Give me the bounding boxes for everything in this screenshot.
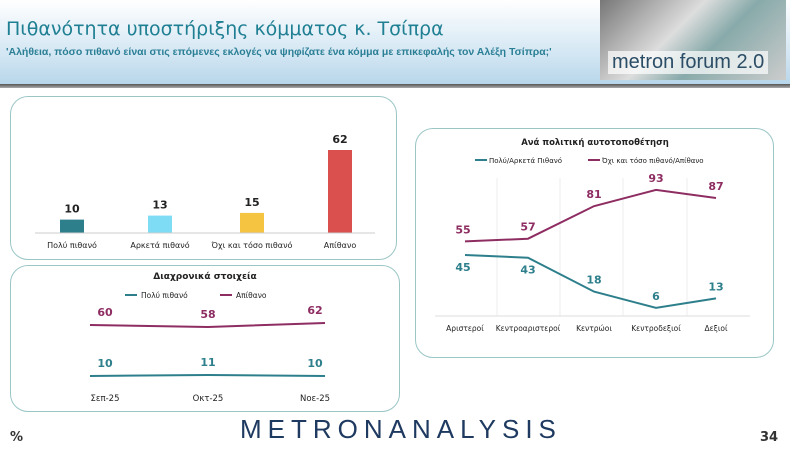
data-label: 10 xyxy=(307,357,323,370)
data-label: 45 xyxy=(455,261,470,274)
bar xyxy=(328,150,352,233)
series-line xyxy=(89,322,326,329)
chart-title: Ανά πολιτική αυτοτοποθέτηση xyxy=(521,137,669,148)
metron-forum-logo: metron forum 2.0 xyxy=(600,0,786,80)
x-tick-label: Νοε-25 xyxy=(300,394,330,404)
page-number: 34 xyxy=(760,430,779,445)
logo-text: metron forum 2.0 xyxy=(608,51,769,74)
bar-category-label: Απίθανο xyxy=(324,241,357,250)
x-tick-label: Δεξιοί xyxy=(704,324,727,333)
data-label: 57 xyxy=(520,221,535,234)
data-label: 60 xyxy=(97,306,113,319)
x-tick-label: Οκτ-25 xyxy=(193,394,224,404)
bar-chart-panel xyxy=(10,96,397,260)
x-tick-label: Κεντροαριστεροί xyxy=(496,324,561,333)
unit-label: % xyxy=(10,430,24,445)
data-label: 55 xyxy=(455,223,470,236)
bar xyxy=(148,215,172,233)
data-label: 87 xyxy=(708,180,723,193)
legend-label: Απίθανο xyxy=(236,291,267,300)
data-label: 93 xyxy=(648,172,663,185)
bar-value-label: 10 xyxy=(64,203,80,216)
timeline-chart-panel xyxy=(10,265,400,412)
data-label: 6 xyxy=(652,290,660,303)
x-tick-label: Αριστεροί xyxy=(446,324,484,333)
data-label: 43 xyxy=(520,264,535,277)
bar-value-label: 13 xyxy=(152,199,167,212)
page-subtitle: 'Αλήθεια, πόσο πιθανό είναι στις επόμενε… xyxy=(6,46,552,58)
series-line xyxy=(464,253,717,309)
data-label: 62 xyxy=(307,304,322,317)
ideology-chart-panel xyxy=(415,128,774,358)
legend-label: Πολύ/Αρκετά Πιθανό xyxy=(489,157,562,165)
legend-label: Όχι και τόσο πιθανό/Απίθανο xyxy=(601,157,704,165)
data-label: 81 xyxy=(586,188,601,201)
bar-category-label: Αρκετά πιθανό xyxy=(130,240,189,250)
data-label: 10 xyxy=(97,357,113,370)
series-line xyxy=(464,188,717,243)
header-divider xyxy=(0,84,790,88)
bar-value-label: 15 xyxy=(244,196,259,209)
metronanalysis-logo: METRONANALYSIS xyxy=(240,414,562,444)
legend-label: Πολύ πιθανό xyxy=(141,291,188,300)
bar-category-label: Όχι και τόσο πιθανό xyxy=(211,240,293,250)
series-line xyxy=(89,373,326,377)
bar xyxy=(60,219,84,233)
bar xyxy=(240,212,264,233)
data-label: 13 xyxy=(708,280,723,293)
data-label: 11 xyxy=(200,356,215,369)
bar-value-label: 62 xyxy=(332,133,347,146)
chart-title: Διαχρονικά στοιχεία xyxy=(153,271,256,282)
data-label: 18 xyxy=(586,274,601,287)
x-tick-label: Κεντροδεξιοί xyxy=(631,324,681,333)
data-label: 58 xyxy=(200,308,215,321)
bar-category-label: Πολύ πιθανό xyxy=(47,240,97,250)
page-title: Πιθανότητα υποστήριξης κόμματος κ. Τσίπρ… xyxy=(6,18,444,40)
x-tick-label: Κεντρώοι xyxy=(576,324,612,333)
x-tick-label: Σεπ-25 xyxy=(91,394,120,404)
